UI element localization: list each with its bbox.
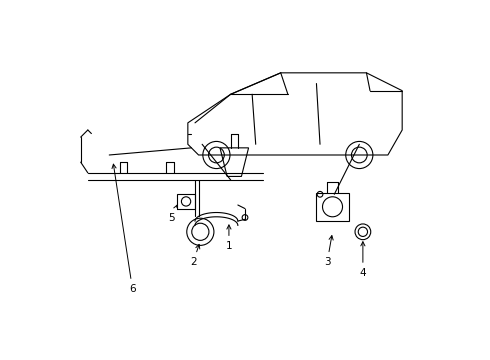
Text: 5: 5	[169, 205, 177, 222]
Text: 2: 2	[190, 244, 200, 267]
Text: 3: 3	[324, 235, 333, 267]
Text: 1: 1	[225, 225, 232, 251]
Text: 4: 4	[360, 242, 366, 278]
Text: 6: 6	[112, 164, 136, 294]
